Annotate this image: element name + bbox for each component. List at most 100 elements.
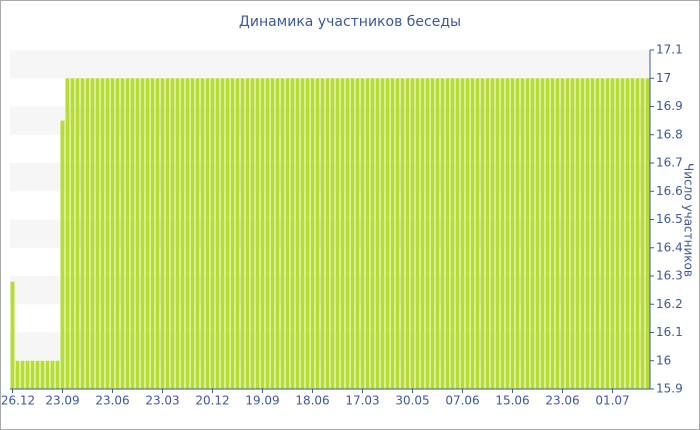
bar bbox=[595, 78, 600, 389]
bar bbox=[285, 78, 290, 389]
bar bbox=[180, 78, 185, 389]
bar bbox=[275, 78, 280, 389]
bar bbox=[225, 78, 230, 389]
y-tick-label: 16 bbox=[656, 353, 671, 367]
bar bbox=[395, 78, 400, 389]
bar bbox=[400, 78, 405, 389]
bar bbox=[315, 78, 320, 389]
bar bbox=[600, 78, 605, 389]
bar bbox=[455, 78, 460, 389]
bar bbox=[35, 360, 40, 389]
bar bbox=[230, 78, 235, 389]
x-tick-label: 23.06 bbox=[95, 394, 129, 408]
bar bbox=[385, 78, 390, 389]
bar bbox=[540, 78, 545, 389]
y-tick-label: 15.9 bbox=[656, 382, 683, 396]
y-tick-label: 16.1 bbox=[656, 325, 683, 339]
bar bbox=[615, 78, 620, 389]
bar bbox=[545, 78, 550, 389]
bar bbox=[575, 78, 580, 389]
bar bbox=[135, 78, 140, 389]
bar bbox=[435, 78, 440, 389]
x-tick-label: 19.09 bbox=[245, 394, 279, 408]
x-tick-label: 23.06 bbox=[545, 394, 579, 408]
bar bbox=[375, 78, 380, 389]
bar bbox=[330, 78, 335, 389]
bar bbox=[55, 360, 60, 389]
y-tick-label: 16.6 bbox=[656, 184, 683, 198]
bar bbox=[165, 78, 170, 389]
bar bbox=[265, 78, 270, 389]
bar bbox=[365, 78, 370, 389]
bar bbox=[425, 78, 430, 389]
bar bbox=[525, 78, 530, 389]
x-tick-label: 23.09 bbox=[45, 394, 79, 408]
bar bbox=[620, 78, 625, 389]
x-tick-label: 18.06 bbox=[295, 394, 329, 408]
bar bbox=[245, 78, 250, 389]
x-tick-label: 07.06 bbox=[445, 394, 479, 408]
bar bbox=[170, 78, 175, 389]
bar bbox=[215, 78, 220, 389]
bar bbox=[350, 78, 355, 389]
bar bbox=[345, 78, 350, 389]
x-tick-label: 17.03 bbox=[345, 394, 379, 408]
bar bbox=[325, 78, 330, 389]
bar bbox=[125, 78, 130, 389]
bar bbox=[70, 78, 75, 389]
bar bbox=[155, 78, 160, 389]
bar bbox=[150, 78, 155, 389]
bar bbox=[445, 78, 450, 389]
bar bbox=[570, 78, 575, 389]
bar bbox=[485, 78, 490, 389]
y-tick-label: 17 bbox=[656, 71, 671, 85]
x-tick-label: 15.06 bbox=[495, 394, 529, 408]
bar bbox=[90, 78, 95, 389]
bar bbox=[410, 78, 415, 389]
bar bbox=[15, 360, 20, 389]
bar bbox=[550, 78, 555, 389]
bar bbox=[405, 78, 410, 389]
bar bbox=[185, 78, 190, 389]
bar bbox=[140, 78, 145, 389]
bar bbox=[470, 78, 475, 389]
bar bbox=[585, 78, 590, 389]
bar bbox=[440, 78, 445, 389]
bar bbox=[250, 78, 255, 389]
bar bbox=[235, 78, 240, 389]
bar bbox=[100, 78, 105, 389]
bar bbox=[480, 78, 485, 389]
bar bbox=[635, 78, 640, 389]
bar bbox=[195, 78, 200, 389]
bar bbox=[520, 78, 525, 389]
bar bbox=[175, 78, 180, 389]
bar bbox=[420, 78, 425, 389]
bar bbox=[20, 360, 25, 389]
bar bbox=[10, 281, 15, 389]
bar bbox=[415, 78, 420, 389]
bar bbox=[565, 78, 570, 389]
bar bbox=[640, 78, 645, 389]
bar bbox=[190, 78, 195, 389]
bar bbox=[60, 120, 65, 389]
bar bbox=[610, 78, 615, 389]
bar bbox=[25, 360, 30, 389]
bar bbox=[310, 78, 315, 389]
bar bbox=[40, 360, 45, 389]
bar bbox=[460, 78, 465, 389]
bar bbox=[110, 78, 115, 389]
bar bbox=[500, 78, 505, 389]
bar bbox=[75, 78, 80, 389]
y-axis-label: Число участников bbox=[682, 163, 696, 277]
x-tick-label: 23.03 bbox=[145, 394, 179, 408]
bar bbox=[495, 78, 500, 389]
bar bbox=[630, 78, 635, 389]
bar bbox=[340, 78, 345, 389]
bar bbox=[370, 78, 375, 389]
bar bbox=[625, 78, 630, 389]
bar bbox=[130, 78, 135, 389]
bar bbox=[270, 78, 275, 389]
bar bbox=[205, 78, 210, 389]
chart-title: Динамика участников беседы bbox=[239, 14, 461, 30]
